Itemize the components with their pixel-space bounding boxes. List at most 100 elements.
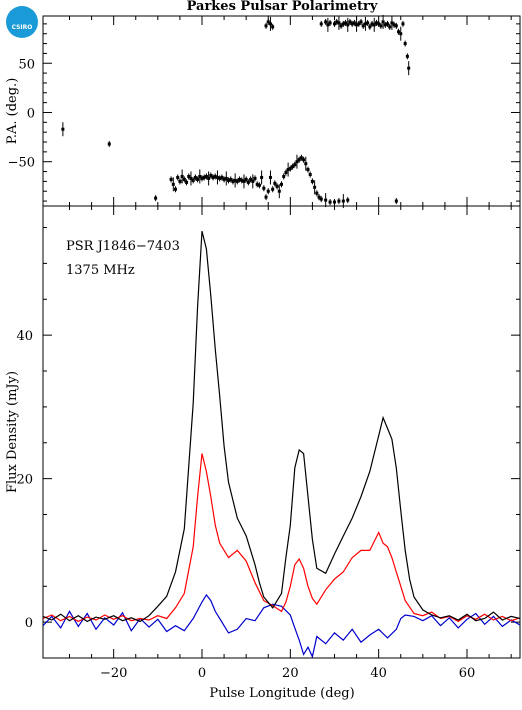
pa-point	[244, 176, 248, 183]
pa-point	[339, 22, 343, 29]
pa-point	[235, 178, 239, 185]
pa-point	[392, 21, 396, 28]
pa-point	[355, 17, 359, 32]
pa-point	[277, 184, 281, 199]
pa-point	[335, 18, 339, 25]
pa-point	[394, 22, 398, 29]
pa-y-tick-label: −50	[8, 156, 35, 171]
pa-point	[297, 156, 301, 163]
flux-panel-frame	[42, 205, 521, 659]
pa-point	[61, 122, 65, 137]
pa-point	[249, 176, 253, 183]
pa-point	[374, 19, 378, 26]
pa-point	[317, 194, 321, 201]
linear-polarisation-line	[43, 453, 520, 623]
pa-point	[200, 175, 204, 182]
pa-point	[185, 179, 189, 186]
pa-point	[368, 23, 372, 30]
pa-point	[189, 171, 193, 186]
x-tick-label: 40	[370, 666, 387, 681]
pa-point	[346, 197, 350, 204]
pa-point	[213, 173, 217, 180]
pa-point	[291, 163, 295, 170]
pa-data-points	[61, 14, 411, 209]
pa-point	[341, 20, 345, 27]
pa-point	[377, 20, 381, 27]
pa-point	[209, 172, 213, 179]
x-tick-label: −20	[100, 666, 127, 681]
pa-point	[388, 23, 392, 30]
pa-point	[319, 196, 323, 203]
pa-point	[326, 17, 330, 32]
flux-y-tick-label: 20	[16, 473, 33, 488]
pa-point	[266, 188, 270, 195]
pa-point	[107, 140, 111, 147]
pa-point	[227, 177, 230, 184]
pa-point	[324, 18, 328, 25]
pa-point	[169, 176, 173, 183]
pa-point	[238, 176, 242, 183]
chart-title: Parkes Pulsar Polarimetry	[187, 0, 378, 14]
pa-point	[275, 183, 279, 190]
pa-point	[386, 20, 389, 27]
pa-axis-label: P.A. (deg.)	[5, 78, 20, 145]
pa-point	[268, 16, 272, 31]
pa-point	[229, 176, 233, 183]
pa-point	[359, 18, 363, 25]
pa-point	[257, 182, 261, 189]
pa-point	[366, 19, 370, 26]
pa-point	[394, 198, 398, 205]
pa-point	[383, 21, 387, 28]
logo-text: CSIRO	[11, 24, 33, 31]
pa-point	[299, 154, 303, 161]
csiro-logo: CSIRO	[6, 6, 38, 38]
flux-y-tick-label: 0	[25, 616, 33, 631]
pa-y-tick-label: 50	[18, 57, 35, 72]
pa-point	[282, 173, 286, 180]
flux-y-tick-label: 40	[16, 329, 33, 344]
pa-point	[286, 162, 290, 177]
pa-point	[350, 20, 354, 27]
pa-point	[293, 161, 297, 168]
pa-point	[204, 173, 208, 180]
pa-y-tick-label: 0	[27, 106, 35, 121]
pa-point	[253, 175, 257, 182]
flux-series-group	[43, 230, 520, 658]
pa-point	[344, 19, 348, 26]
pa-point	[193, 174, 197, 181]
pulsar-name-annotation: PSR J1846−7403	[66, 239, 180, 254]
pa-point	[224, 171, 228, 186]
x-tick-label: 20	[282, 666, 299, 681]
total-intensity-line	[43, 230, 520, 623]
pa-point	[348, 18, 352, 25]
pa-point	[315, 190, 319, 197]
pa-point	[372, 17, 376, 32]
x-tick-label: 60	[459, 666, 476, 681]
pa-point	[333, 20, 336, 27]
pa-point	[271, 186, 275, 193]
pa-point	[273, 180, 277, 187]
pa-point	[187, 173, 191, 180]
pa-point	[178, 178, 182, 185]
pa-point	[264, 22, 268, 29]
pa-panel-frame	[42, 15, 521, 207]
pa-point	[215, 170, 219, 185]
pa-axis-ticks: −50 0 50	[8, 16, 520, 206]
pa-point	[271, 23, 275, 30]
pa-point	[363, 16, 367, 31]
pa-point	[399, 26, 403, 41]
pa-point	[207, 171, 211, 186]
pa-point	[319, 20, 323, 27]
pa-point	[182, 176, 186, 183]
circular-polarisation-line	[43, 593, 520, 658]
pa-point	[266, 18, 270, 25]
pa-point	[328, 199, 332, 206]
pa-point	[262, 185, 266, 192]
pa-point	[352, 19, 356, 26]
pa-point	[288, 165, 292, 172]
pa-point	[346, 17, 350, 32]
pa-point	[407, 61, 411, 76]
pa-point	[313, 180, 317, 195]
pa-point	[202, 174, 206, 181]
